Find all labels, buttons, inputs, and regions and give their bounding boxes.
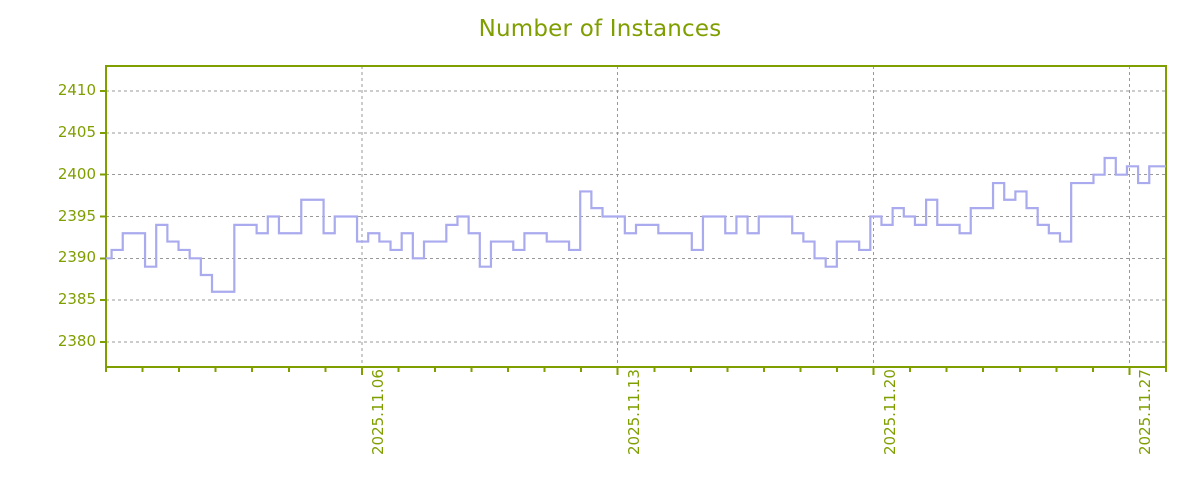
y-axis-tick-label: 2390 [57, 248, 96, 267]
y-axis-tick-label: 2405 [57, 122, 96, 141]
y-axis-tick-label: 2380 [57, 331, 96, 350]
x-axis-tick-label: 2025.11.13 [624, 369, 643, 455]
page-title: Number of Instances [478, 16, 722, 42]
y-axis-tick-label: 2400 [57, 164, 96, 183]
y-axis-tick-label: 2395 [57, 206, 96, 225]
y-axis-tick-label: 2410 [57, 81, 96, 100]
y-axis-tick-label: 2385 [57, 290, 96, 309]
x-axis-tick-label: 2025.11.27 [1136, 369, 1155, 455]
x-axis-tick-label: 2025.11.06 [368, 369, 387, 455]
x-axis-tick-label: 2025.11.20 [880, 369, 899, 455]
data-series-line [106, 156, 1166, 293]
